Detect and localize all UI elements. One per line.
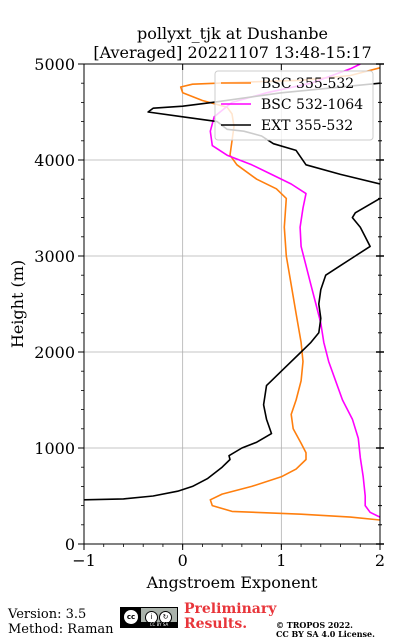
chart-title: pollyxt_tjk at Dushanbe <box>136 24 329 43</box>
y-tick-label: 4000 <box>34 151 75 170</box>
preliminary-results-notice: Preliminary Results. <box>184 602 276 632</box>
series-line-ext-355-532 <box>84 82 380 501</box>
series-line-bsc-532-1064 <box>209 64 380 518</box>
legend-box <box>214 70 374 141</box>
y-axis-label: Height (m) <box>8 260 27 348</box>
method-label: Method: Raman <box>8 622 114 637</box>
chart-subtitle: [Averaged] 20221107 13:48-15:17 <box>93 43 372 62</box>
cc-license-badge: cc i ↻ CC BY SA <box>120 607 178 628</box>
cc-logo-block: cc <box>121 608 141 627</box>
cc-icon: cc <box>124 610 138 624</box>
legend-label: BSC 355-532 <box>261 76 354 92</box>
y-tick-label: 2000 <box>34 343 75 362</box>
y-tick-label: 1000 <box>34 439 75 458</box>
y-tick-label: 0 <box>65 535 75 554</box>
attribution-icon: i <box>145 611 158 624</box>
x-tick-label: 0 <box>178 551 188 570</box>
series-line-bsc-355-532 <box>179 67 380 521</box>
preliminary-line1: Preliminary <box>184 601 277 617</box>
x-tick-label: 2 <box>375 551 385 570</box>
preliminary-line2: Results. <box>184 616 248 632</box>
copyright-notice: © TROPOS 2022. CC BY SA 4.0 License. <box>276 621 375 639</box>
version-label: Version: 3.5 <box>8 607 87 622</box>
y-tick-label: 3000 <box>34 247 75 266</box>
y-tick-label: 5000 <box>34 55 75 74</box>
legend-label: BSC 532-1064 <box>261 97 363 113</box>
legend: BSC 355-532 BSC 532-1064 EXT 355-532 <box>214 70 374 141</box>
x-tick-label: −1 <box>72 551 96 570</box>
x-tick-label: 1 <box>276 551 286 570</box>
cc-license-text: CC BY SA <box>141 622 177 627</box>
x-axis-label: Angstroem Exponent <box>146 573 318 592</box>
plot-frame <box>83 63 381 545</box>
axis-ticks <box>78 63 384 550</box>
copyright-line2: CC BY SA 4.0 License. <box>276 629 375 639</box>
legend-label: EXT 355-532 <box>261 118 353 134</box>
copyright-line1: © TROPOS 2022. <box>276 620 353 630</box>
